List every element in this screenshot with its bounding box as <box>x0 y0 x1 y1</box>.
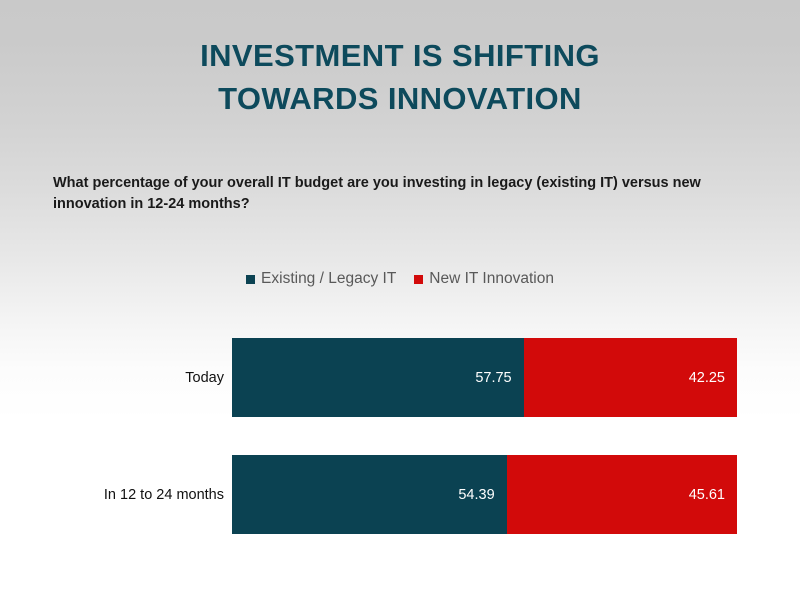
chart-row-in-12-to-24-months: In 12 to 24 months 54.39 45.61 <box>0 455 800 534</box>
square-marker-icon <box>414 274 424 284</box>
legend-item-label: New IT Innovation <box>429 270 554 287</box>
legend-item-existing-legacy-it[interactable]: Existing / Legacy IT <box>246 270 396 288</box>
chart-row-today: Today 57.75 42.25 <box>0 338 800 417</box>
bar-value-label: 42.25 <box>688 369 725 386</box>
chart-legend: Existing / Legacy IT New IT Innovation <box>0 270 800 288</box>
bar-track: 57.75 42.25 <box>232 338 737 417</box>
square-marker-icon <box>246 274 256 284</box>
bar-segment-existing-legacy-it[interactable]: 57.75 <box>232 338 524 417</box>
page-title: INVESTMENT IS SHIFTING TOWARDS INNOVATIO… <box>0 34 800 120</box>
stacked-bar-chart: Today 57.75 42.25 In 12 to 24 months 54.… <box>0 330 800 545</box>
title-line-1: INVESTMENT IS SHIFTING <box>200 38 600 73</box>
category-label: In 12 to 24 months <box>103 486 224 503</box>
category-label: Today <box>185 369 224 386</box>
bar-value-label: 54.39 <box>458 486 495 503</box>
bar-segment-new-it-innovation[interactable]: 42.25 <box>523 338 737 417</box>
legend-item-label: Existing / Legacy IT <box>261 270 397 287</box>
legend-item-new-it-innovation[interactable]: New IT Innovation <box>414 270 554 288</box>
bar-value-label: 57.75 <box>475 369 512 386</box>
question-text: What percentage of your overall IT budge… <box>53 175 701 212</box>
bar-value-label: 45.61 <box>688 486 725 503</box>
bar-segment-existing-legacy-it[interactable]: 54.39 <box>232 455 507 534</box>
bar-segment-new-it-innovation[interactable]: 45.61 <box>506 455 737 534</box>
bar-track: 54.39 45.61 <box>232 455 737 534</box>
title-line-2: TOWARDS INNOVATION <box>218 81 582 116</box>
